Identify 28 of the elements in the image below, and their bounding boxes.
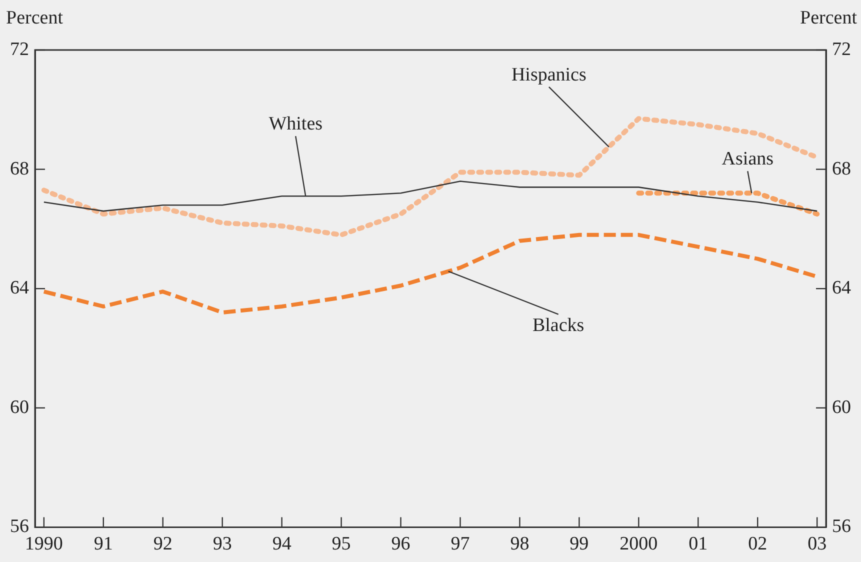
- series-label: Asians: [722, 148, 774, 170]
- y2-tick-label: 72: [832, 38, 851, 60]
- text: Hispanics: [511, 64, 586, 86]
- x-tick-label: 93: [212, 534, 232, 555]
- x-tick-label: 03: [808, 534, 827, 555]
- x-tick-label: 96: [391, 534, 410, 555]
- y-tick-label: 60: [10, 396, 29, 418]
- x-tick-label: 97: [450, 534, 470, 555]
- y2-axis-title: Percent: [800, 7, 858, 28]
- x-tick-label: 91: [94, 534, 113, 555]
- y-tick-label: 72: [10, 38, 29, 60]
- x-tick-label: 98: [510, 534, 530, 555]
- y-tick-label: 64: [10, 278, 30, 299]
- y-tick-label: 68: [10, 158, 29, 180]
- x-tick-label: 92: [153, 534, 172, 555]
- y2-tick-label: 68: [832, 158, 851, 180]
- x-tick-label: 2000: [620, 534, 658, 555]
- x-tick-label: 95: [332, 534, 351, 555]
- x-tick-label: 02: [748, 534, 768, 555]
- y2-tick-label: 60: [832, 396, 851, 418]
- text: Blacks: [532, 314, 584, 336]
- x-tick-label: 01: [688, 534, 708, 555]
- x-tick-label: 94: [272, 534, 292, 555]
- x-tick-label: 99: [570, 534, 589, 555]
- text: Whites: [268, 114, 323, 135]
- y2-tick-label: 64: [832, 278, 852, 299]
- y-axis-title: Percent: [6, 7, 64, 28]
- y2-tick-label: 56: [832, 516, 851, 538]
